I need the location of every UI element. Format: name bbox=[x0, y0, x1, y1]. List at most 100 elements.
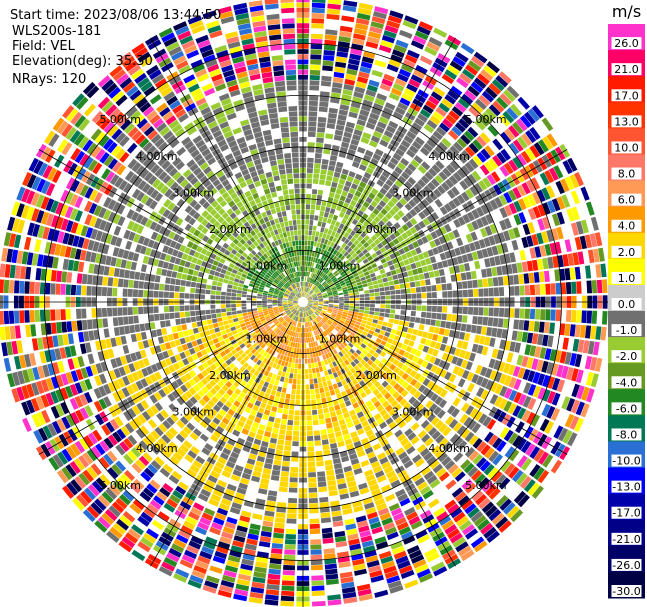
radar-gate bbox=[491, 245, 499, 256]
radar-gate bbox=[330, 186, 337, 193]
radar-gate bbox=[551, 213, 561, 227]
radar-gate bbox=[544, 243, 552, 256]
radar-gate bbox=[584, 355, 593, 370]
radar-gate bbox=[513, 214, 522, 226]
radar-gate bbox=[382, 224, 389, 232]
radar-gate bbox=[458, 47, 472, 59]
radar-gate bbox=[417, 267, 424, 274]
radar-gate bbox=[342, 89, 353, 96]
radar-gate bbox=[365, 196, 373, 204]
radar-gate bbox=[335, 245, 341, 251]
radar-gate bbox=[236, 310, 242, 314]
radar-gate bbox=[324, 323, 329, 328]
radar-gate bbox=[473, 307, 479, 316]
radar-gate bbox=[546, 405, 556, 419]
radar-gate bbox=[288, 497, 298, 504]
radar-gate bbox=[390, 290, 396, 295]
radar-gate bbox=[313, 273, 317, 279]
radar-gate bbox=[448, 419, 459, 429]
radar-gate bbox=[399, 197, 408, 206]
radar-gate bbox=[416, 238, 424, 246]
radar-gate bbox=[432, 263, 439, 271]
radar-gate bbox=[421, 236, 429, 244]
radar-gate bbox=[407, 163, 417, 172]
radar-gate bbox=[586, 201, 595, 216]
radar-gate bbox=[415, 261, 422, 268]
radar-gate bbox=[385, 228, 393, 236]
radar-gate bbox=[508, 228, 516, 240]
radar-gate bbox=[564, 239, 572, 252]
radar-gate bbox=[572, 338, 580, 352]
radar-gate bbox=[480, 204, 489, 215]
radar-gate bbox=[332, 176, 340, 183]
radar-gate bbox=[327, 3, 341, 10]
radar-gate bbox=[440, 276, 446, 284]
radar-gate bbox=[503, 89, 516, 102]
radar-gate bbox=[409, 145, 419, 154]
radar-gate bbox=[561, 225, 569, 239]
radar-gate bbox=[403, 245, 410, 253]
radar-gate bbox=[497, 318, 504, 328]
radar-gate bbox=[256, 303, 262, 306]
radar-gate bbox=[319, 320, 324, 326]
radar-gate bbox=[413, 274, 420, 281]
radar-gate bbox=[408, 276, 415, 282]
radar-gate bbox=[313, 357, 318, 363]
radar-gate bbox=[368, 349, 375, 355]
radar-gate bbox=[558, 162, 569, 177]
radar-gate bbox=[343, 0, 358, 8]
radar-gate bbox=[385, 68, 397, 78]
radar-gate bbox=[312, 409, 318, 415]
radar-gate bbox=[272, 299, 278, 302]
radar-gate bbox=[426, 41, 440, 52]
radar-gate bbox=[358, 114, 368, 122]
radar-gate bbox=[466, 211, 475, 222]
radar-gate bbox=[338, 306, 344, 310]
radar-gate bbox=[452, 229, 460, 239]
radar-gate bbox=[305, 389, 310, 395]
radar-gate bbox=[527, 482, 540, 496]
radar-gate bbox=[466, 371, 475, 382]
radar-gate bbox=[495, 75, 509, 88]
radar-gate bbox=[498, 287, 505, 297]
radar-gate bbox=[313, 302, 319, 304]
radar-gate bbox=[479, 164, 490, 176]
radar-gate bbox=[312, 601, 326, 607]
radar-gate bbox=[81, 308, 87, 319]
radar-gate bbox=[429, 403, 438, 412]
radar-gate bbox=[540, 309, 546, 321]
radar-gate bbox=[314, 288, 319, 292]
radar-gate bbox=[313, 299, 318, 301]
radar-gate bbox=[282, 570, 295, 576]
radar-gate bbox=[352, 134, 361, 141]
radar-gate bbox=[392, 111, 404, 120]
radar-gate bbox=[316, 282, 321, 287]
radar-gate bbox=[334, 317, 340, 322]
radar-gate bbox=[306, 168, 313, 174]
radar-gate bbox=[498, 361, 506, 372]
radar-gate bbox=[420, 259, 427, 267]
radar-gate bbox=[494, 371, 503, 383]
radar-gate bbox=[384, 331, 391, 338]
radar-gate bbox=[312, 296, 318, 299]
radar-gate bbox=[313, 303, 318, 305]
radar-gate bbox=[360, 322, 366, 328]
radar-gate bbox=[88, 330, 95, 341]
radar-gate bbox=[364, 293, 370, 297]
radar-gate bbox=[272, 537, 284, 544]
radar-gate bbox=[340, 20, 354, 28]
radar-gate bbox=[327, 229, 333, 235]
radar-gate bbox=[544, 322, 550, 334]
radar-gate bbox=[343, 293, 349, 297]
radar-gate bbox=[310, 544, 322, 550]
radar-gate bbox=[448, 129, 459, 141]
radar-gate bbox=[344, 277, 350, 282]
radar-gate bbox=[496, 457, 508, 469]
radar-gate bbox=[247, 309, 253, 313]
radar-gate bbox=[548, 423, 559, 437]
radar-gate bbox=[518, 198, 527, 211]
radar-gate bbox=[282, 301, 288, 303]
radar-gate bbox=[435, 367, 443, 376]
radar-gate bbox=[311, 251, 315, 257]
radar-gate bbox=[340, 328, 346, 334]
